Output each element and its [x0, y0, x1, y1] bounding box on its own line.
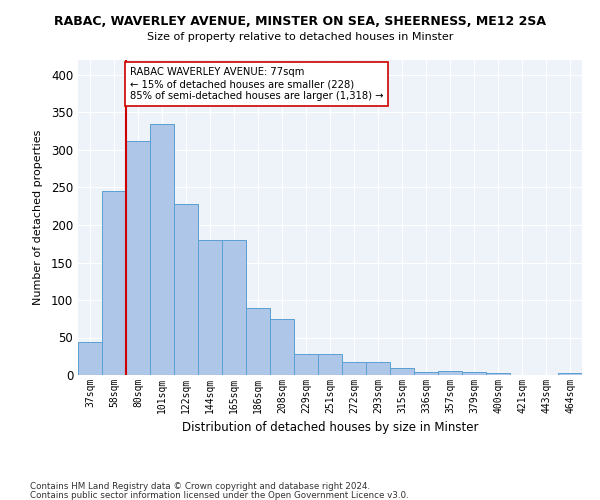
- Bar: [78, 342, 102, 375]
- Text: RABAC, WAVERLEY AVENUE, MINSTER ON SEA, SHEERNESS, ME12 2SA: RABAC, WAVERLEY AVENUE, MINSTER ON SEA, …: [54, 15, 546, 28]
- Bar: [246, 308, 270, 375]
- Bar: [414, 372, 438, 375]
- Text: RABAC WAVERLEY AVENUE: 77sqm
← 15% of detached houses are smaller (228)
85% of s: RABAC WAVERLEY AVENUE: 77sqm ← 15% of de…: [130, 68, 383, 100]
- Text: Contains public sector information licensed under the Open Government Licence v3: Contains public sector information licen…: [30, 490, 409, 500]
- Bar: [126, 141, 150, 375]
- Bar: [270, 319, 294, 375]
- Bar: [390, 368, 414, 375]
- Bar: [294, 354, 318, 375]
- Bar: [342, 362, 366, 375]
- Bar: [486, 373, 510, 375]
- Bar: [462, 372, 486, 375]
- Text: Size of property relative to detached houses in Minster: Size of property relative to detached ho…: [147, 32, 453, 42]
- Bar: [438, 371, 462, 375]
- Bar: [102, 191, 126, 375]
- Text: Contains HM Land Registry data © Crown copyright and database right 2024.: Contains HM Land Registry data © Crown c…: [30, 482, 370, 491]
- Bar: [222, 240, 246, 375]
- X-axis label: Distribution of detached houses by size in Minster: Distribution of detached houses by size …: [182, 422, 478, 434]
- Bar: [174, 204, 198, 375]
- Y-axis label: Number of detached properties: Number of detached properties: [32, 130, 43, 305]
- Bar: [150, 124, 174, 375]
- Bar: [366, 362, 390, 375]
- Bar: [198, 240, 222, 375]
- Bar: [318, 354, 342, 375]
- Bar: [558, 373, 582, 375]
